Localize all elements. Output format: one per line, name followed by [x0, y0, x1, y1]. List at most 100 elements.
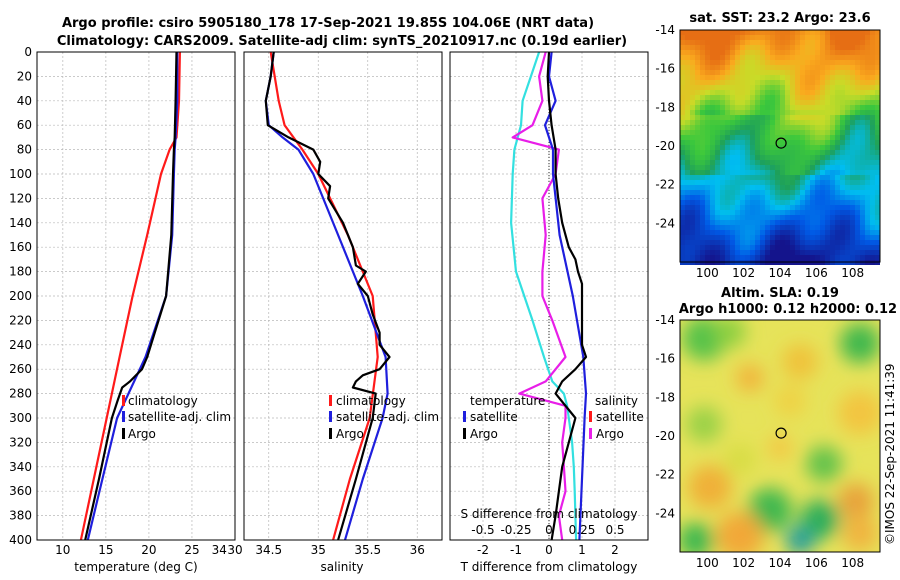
y-tick-label: 400: [9, 533, 32, 547]
sst-cell: [760, 80, 765, 85]
sst-cell: [730, 120, 735, 125]
sst-cell: [780, 200, 785, 205]
sst-cell: [790, 255, 795, 260]
sst-cell: [715, 245, 720, 250]
sst-cell: [765, 215, 770, 220]
sst-cell: [810, 125, 815, 130]
sst-cell: [860, 55, 865, 60]
sst-cell: [835, 35, 840, 40]
sst-cell: [790, 100, 795, 105]
sst-cell: [775, 175, 780, 180]
sst-cell: [730, 215, 735, 220]
series-argo: [84, 52, 178, 540]
sst-cell: [840, 145, 845, 150]
sst-cell: [680, 90, 685, 95]
sst-cell: [805, 210, 810, 215]
sst-cell: [680, 45, 685, 50]
sst-cell: [845, 125, 850, 130]
sst-cell: [725, 210, 730, 215]
sst-cell: [725, 230, 730, 235]
sst-cell: [765, 60, 770, 65]
sst-cell: [795, 245, 800, 250]
sst-cell: [685, 100, 690, 105]
sst-cell: [830, 120, 835, 125]
sst-cell: [875, 195, 880, 200]
sst-cell: [735, 130, 740, 135]
sst-cell: [795, 110, 800, 115]
sst-cell: [785, 40, 790, 45]
sst-cell: [820, 160, 825, 165]
sst-cell: [840, 110, 845, 115]
sst-cell: [680, 105, 685, 110]
sst-cell: [810, 250, 815, 255]
sst-cell: [735, 80, 740, 85]
sst-cell: [825, 55, 830, 60]
sst-cell: [815, 150, 820, 155]
sst-cell: [715, 30, 720, 35]
sst-cell: [780, 175, 785, 180]
sst-cell: [815, 210, 820, 215]
sst-cell: [820, 70, 825, 75]
sst-cell: [775, 95, 780, 100]
sst-cell: [820, 45, 825, 50]
sst-cell: [850, 190, 855, 195]
sst-cell: [790, 170, 795, 175]
sst-cell: [760, 100, 765, 105]
sst-cell: [735, 120, 740, 125]
sst-cell: [680, 190, 685, 195]
sst-cell: [805, 130, 810, 135]
sst-cell: [795, 240, 800, 245]
sst-cell: [725, 200, 730, 205]
sst-cell: [795, 30, 800, 35]
sst-cell: [735, 140, 740, 145]
sst-cell: [810, 245, 815, 250]
sst-cell: [740, 125, 745, 130]
sst-cell: [860, 120, 865, 125]
sst-cell: [825, 40, 830, 45]
sst-cell: [705, 90, 710, 95]
sst-cell: [740, 50, 745, 55]
sst-cell: [680, 240, 685, 245]
sst-cell: [750, 115, 755, 120]
sla-blob: [768, 435, 792, 460]
sst-cell: [755, 70, 760, 75]
sst-cell: [870, 65, 875, 70]
sst-cell: [750, 215, 755, 220]
sst-cell: [820, 125, 825, 130]
sst-cell: [705, 30, 710, 35]
sst-cell: [850, 75, 855, 80]
sst-cell: [815, 255, 820, 260]
sst-cell: [805, 125, 810, 130]
lon-tick-label: 108: [841, 556, 864, 570]
sst-cell: [785, 225, 790, 230]
sst-cell: [770, 90, 775, 95]
sst-cell: [710, 255, 715, 260]
sst-cell: [855, 205, 860, 210]
sst-cell: [820, 230, 825, 235]
sst-cell: [855, 200, 860, 205]
sst-cell: [725, 255, 730, 260]
s-tick-label: 0.25: [569, 523, 596, 537]
sst-cell: [840, 175, 845, 180]
sst-cell: [820, 95, 825, 100]
sst-cell: [775, 255, 780, 260]
sla-blob: [716, 511, 764, 552]
sst-cell: [690, 85, 695, 90]
sst-cell: [850, 115, 855, 120]
sst-cell: [805, 160, 810, 165]
sst-cell: [720, 245, 725, 250]
sst-cell: [755, 230, 760, 235]
sst-cell: [680, 170, 685, 175]
sst-cell: [740, 145, 745, 150]
sst-cell: [795, 235, 800, 240]
sst-cell: [875, 205, 880, 210]
sst-cell: [705, 150, 710, 155]
sst-cell: [815, 220, 820, 225]
sst-cell: [745, 210, 750, 215]
sst-cell: [750, 200, 755, 205]
sst-cell: [795, 190, 800, 195]
sst-cell: [730, 50, 735, 55]
x-tick-label: 34.5: [255, 543, 282, 557]
sst-cell: [690, 220, 695, 225]
sst-cell: [850, 130, 855, 135]
